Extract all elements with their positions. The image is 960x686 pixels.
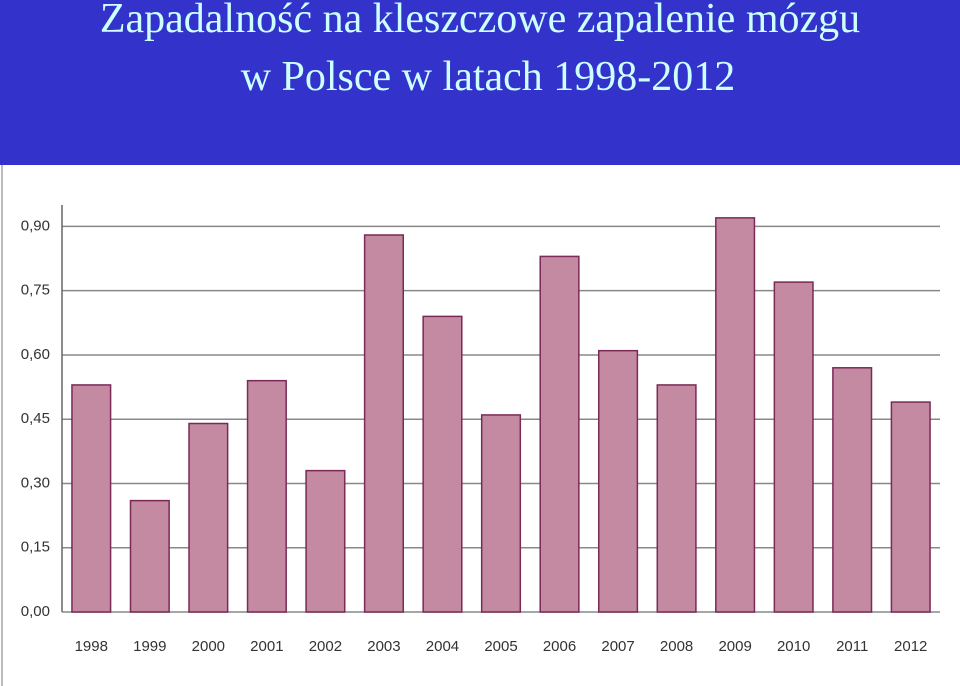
- bar: [363, 234, 404, 613]
- bar: [890, 401, 931, 613]
- x-tick-label: 2007: [601, 638, 634, 655]
- x-tick-label: 2008: [660, 638, 693, 655]
- x-tick-label: 2011: [836, 638, 868, 655]
- bar: [422, 315, 463, 613]
- y-tick-label: 0,60: [21, 346, 50, 363]
- x-tick-label: 2001: [250, 638, 283, 655]
- x-tick-label: 1998: [75, 638, 108, 655]
- bar: [129, 499, 170, 613]
- x-tick-label: 2012: [894, 638, 927, 655]
- x-tick-label: 2000: [192, 638, 225, 655]
- x-tick-label: 2006: [543, 638, 576, 655]
- x-tick-label: 2009: [718, 638, 751, 655]
- chart-title: Zapadalność na kleszczowe zapalenie mózg…: [100, 0, 860, 42]
- bar: [539, 255, 580, 613]
- bar: [188, 422, 229, 613]
- bar: [598, 349, 639, 613]
- y-tick-label: 0,45: [21, 410, 50, 427]
- y-tick-label: 0,15: [21, 539, 50, 556]
- x-tick-label: 2005: [484, 638, 517, 655]
- y-tick-label: 0,00: [21, 603, 50, 620]
- x-tick-label: 2004: [426, 638, 459, 655]
- y-tick-label: 0,75: [21, 282, 50, 299]
- x-tick-label: 2010: [777, 638, 810, 655]
- bar: [71, 384, 112, 613]
- bar: [656, 384, 697, 613]
- bar: [773, 281, 814, 613]
- bar: [305, 469, 346, 613]
- bar: [480, 414, 522, 613]
- bar: [246, 379, 287, 613]
- x-tick-label: 2002: [309, 638, 342, 655]
- y-tick-label: 0,30: [21, 474, 50, 491]
- header-band: [0, 0, 960, 165]
- y-tick-label: 0,90: [21, 217, 50, 234]
- bar: [832, 367, 873, 613]
- x-tick-label: 2003: [367, 638, 400, 655]
- x-tick-label: 1999: [133, 638, 166, 655]
- bar: [715, 217, 756, 613]
- chart-subtitle: w Polsce w latach 1998-2012: [241, 54, 736, 100]
